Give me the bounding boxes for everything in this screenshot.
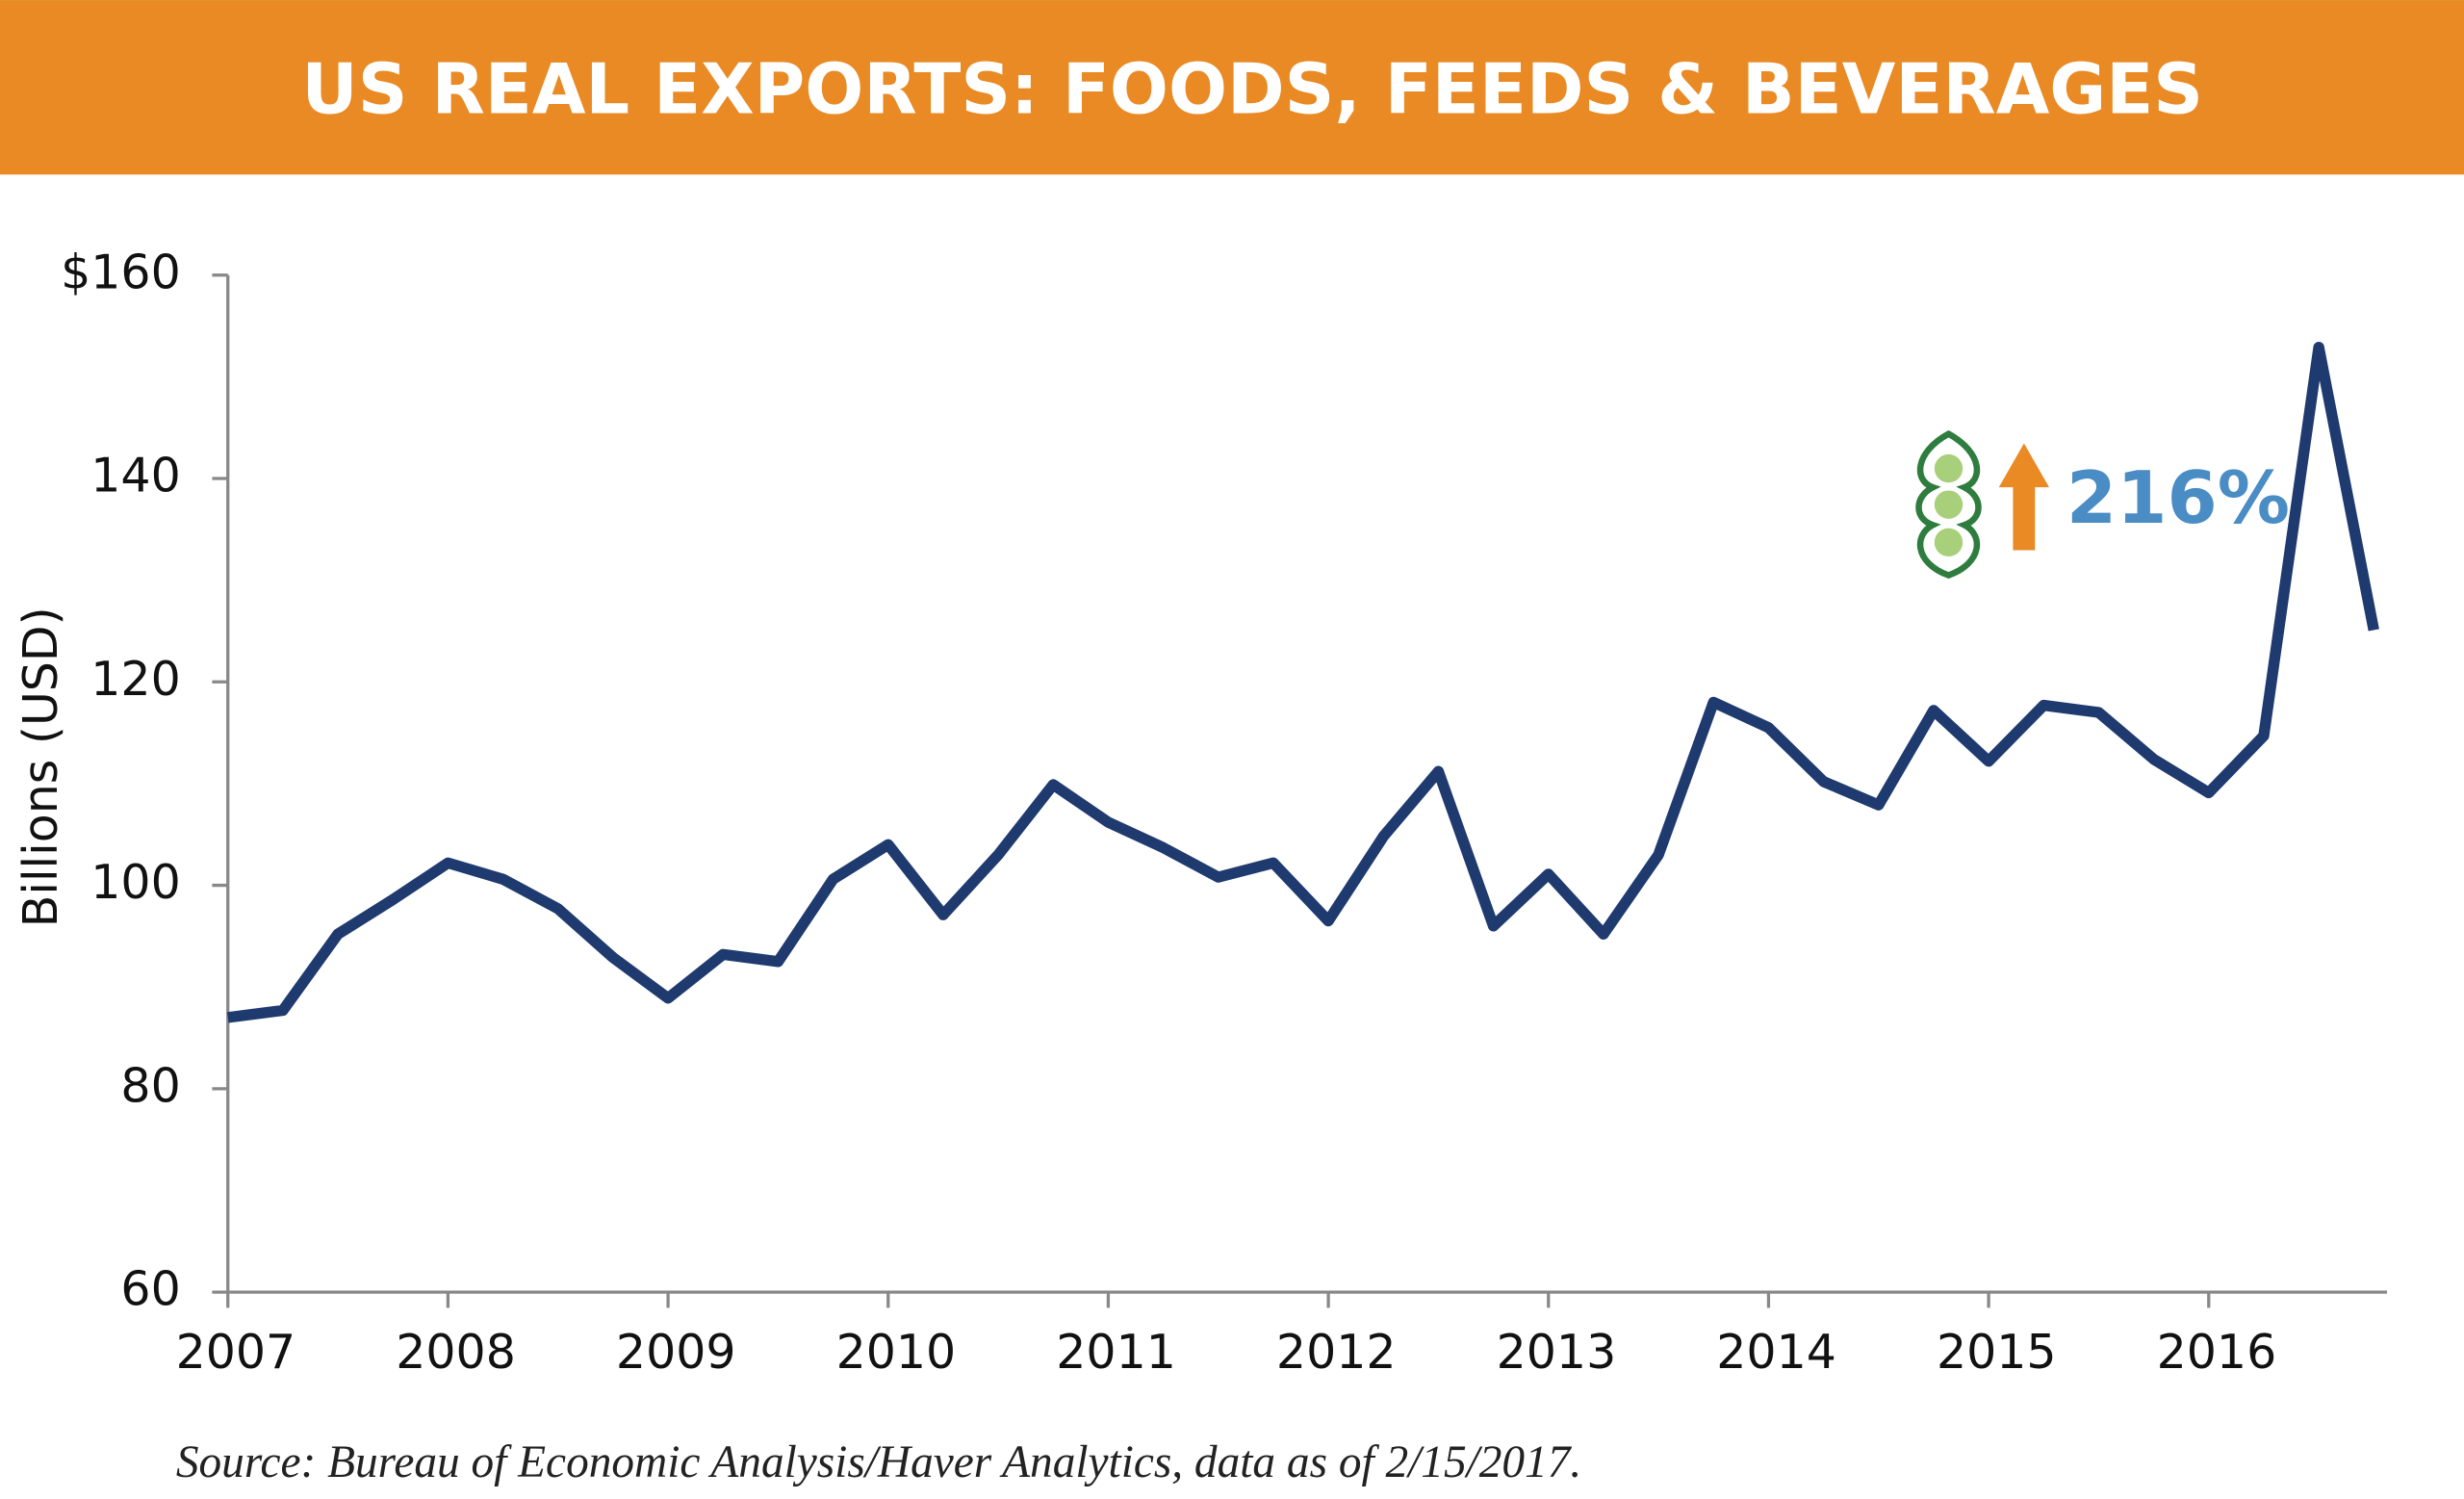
x-tick-label: 2007 xyxy=(176,1325,296,1380)
x-tick-label: 2013 xyxy=(1497,1325,1617,1380)
y-tick-label: 60 xyxy=(120,1262,180,1317)
y-axis-label: Billions (USD) xyxy=(13,607,68,927)
chart-title: US REAL EXPORTS: FOODS, FEEDS & BEVERAGE… xyxy=(301,49,2203,130)
x-tick-label: 2008 xyxy=(396,1325,516,1380)
x-tick-label: 2016 xyxy=(2157,1325,2277,1380)
title-banner xyxy=(0,0,2464,175)
y-tick-label: $160 xyxy=(61,245,181,299)
y-tick-label: 140 xyxy=(90,449,180,504)
x-tick-label: 2014 xyxy=(1716,1325,1836,1380)
pea-icon xyxy=(1915,429,2049,580)
x-tick-label: 2010 xyxy=(836,1325,957,1380)
y-tick-label: 80 xyxy=(120,1058,180,1113)
y-tick-label: 120 xyxy=(90,652,180,707)
y-tick-label: 100 xyxy=(90,855,180,910)
x-tick-label: 2012 xyxy=(1276,1325,1397,1380)
x-tick-label: 2009 xyxy=(616,1325,736,1380)
annotation: 216% xyxy=(2066,455,2290,540)
data-line xyxy=(227,342,2379,1023)
x-tick-label: 2011 xyxy=(1056,1325,1176,1380)
source-note: Source: Bureau of Economic Analysis/Have… xyxy=(176,1437,1581,1487)
x-tick-label: 2015 xyxy=(1937,1325,2057,1380)
